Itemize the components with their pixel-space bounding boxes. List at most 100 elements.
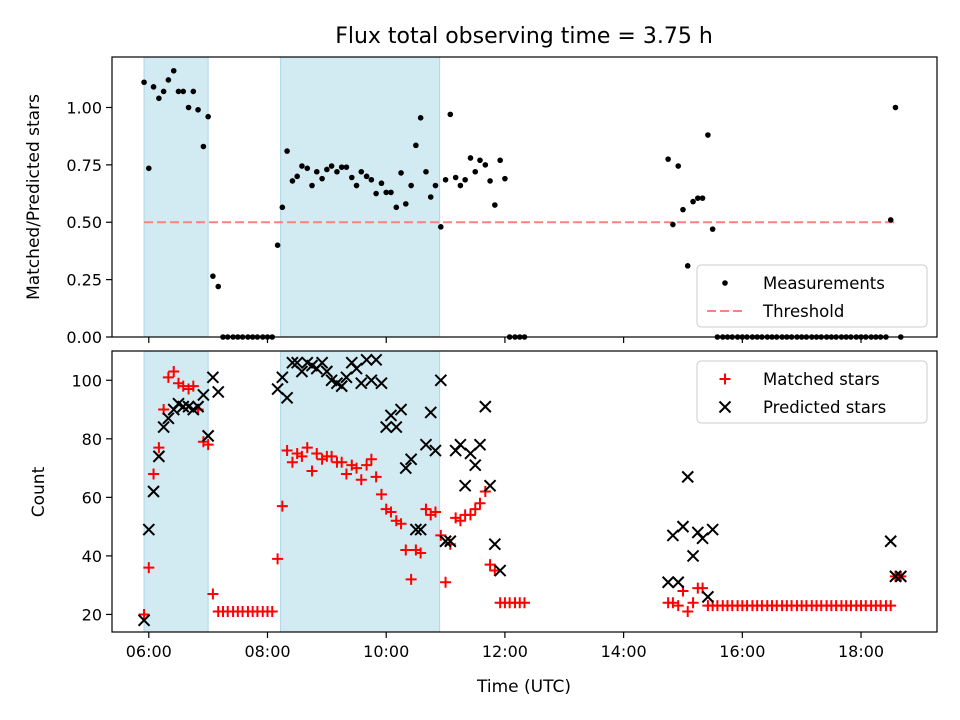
- measurement-point: [417, 115, 424, 121]
- measurement-point: [141, 79, 147, 86]
- measurement-point: [185, 104, 192, 111]
- measurement-point: [279, 204, 286, 211]
- predicted-point: [458, 479, 472, 492]
- bottom-y-tick-label: 100: [71, 371, 102, 390]
- measurement-point: [699, 195, 706, 201]
- measurement-point: [438, 224, 444, 230]
- matched-point: [296, 450, 308, 462]
- measurement-point: [892, 104, 899, 111]
- matched-point: [429, 506, 441, 518]
- predicted-point: [152, 450, 166, 463]
- matched-point: [484, 559, 496, 571]
- predicted-point: [212, 385, 225, 399]
- measurement-point: [368, 176, 375, 183]
- measurement-point: [442, 176, 449, 183]
- predicted-point: [414, 523, 427, 536]
- matched-point: [395, 518, 407, 530]
- predicted-point: [409, 523, 423, 536]
- matched-point: [306, 465, 318, 477]
- measurement-point: [156, 95, 162, 102]
- matched-point: [682, 606, 694, 618]
- measurement-point: [373, 190, 379, 197]
- measurement-point: [343, 164, 350, 170]
- bottom-x-tick-label: 14:00: [601, 642, 647, 661]
- matched-point: [405, 573, 417, 585]
- bottom-axes-frame: [111, 350, 938, 633]
- matched-point: [207, 588, 219, 600]
- predicted-point: [429, 444, 442, 457]
- measurement-point: [427, 194, 434, 200]
- predicted-point: [666, 529, 680, 542]
- measurement-point: [447, 111, 454, 118]
- matched-point: [672, 600, 684, 612]
- matched-point: [385, 506, 397, 518]
- measurement-point: [413, 142, 419, 149]
- measurement-point: [180, 88, 187, 95]
- predicted-point: [661, 576, 675, 589]
- predicted-point: [469, 458, 482, 472]
- matched-point: [415, 547, 427, 559]
- predicted-point: [419, 438, 433, 451]
- measurement-point: [467, 155, 474, 161]
- predicted-point: [483, 479, 497, 492]
- predicted-point: [380, 420, 393, 434]
- predicted-point: [320, 365, 334, 378]
- predicted-point: [672, 576, 685, 589]
- measurement-point: [358, 168, 365, 175]
- matched-point: [340, 468, 352, 480]
- matched-point: [138, 608, 150, 620]
- matched-point: [469, 503, 481, 515]
- legend-label: Matched stars: [763, 370, 880, 389]
- top-y-tick-label: 0.75: [66, 156, 102, 175]
- measurement-point: [338, 164, 345, 170]
- predicted-point: [394, 403, 408, 416]
- predicted-point: [889, 570, 902, 583]
- matched-point: [187, 380, 199, 392]
- top-axes-frame: [111, 56, 938, 338]
- predicted-point: [280, 391, 294, 405]
- predicted-point: [340, 371, 353, 384]
- bottom-panel: 20 40 60 80 100 06:00 08:00 10:00 12:00 14:00 16:0…: [71, 350, 938, 661]
- predicted-point: [399, 461, 413, 475]
- measurement-point: [284, 148, 290, 154]
- measurement-point: [328, 163, 335, 169]
- legend-label: Threshold: [762, 302, 844, 321]
- matched-point: [474, 497, 486, 509]
- chart-title: Flux total observing time = 3.75 h: [335, 24, 713, 49]
- predicted-point: [369, 353, 383, 366]
- predicted-point: [206, 371, 220, 384]
- measurement-point: [423, 168, 429, 175]
- bottom-x-tick-label: 10:00: [363, 642, 409, 661]
- predicted-point: [681, 470, 694, 484]
- matched-point: [162, 371, 174, 383]
- measurement-point: [398, 170, 404, 176]
- predicted-point: [434, 374, 448, 387]
- top-y-tick-label: 0.50: [66, 213, 102, 232]
- measurement-point: [502, 175, 508, 182]
- top-y-axis-label: Matched/Predicted stars: [24, 94, 44, 300]
- matched-point: [301, 442, 313, 454]
- predicted-point: [884, 535, 897, 548]
- measurement-point: [378, 180, 385, 187]
- predicted-point: [162, 412, 175, 425]
- measurement-point: [348, 174, 355, 181]
- measurement-point: [690, 198, 696, 205]
- measurement-point: [383, 189, 390, 196]
- predicted-point: [315, 356, 329, 369]
- matched-point: [143, 562, 155, 574]
- measurement-point: [353, 182, 360, 189]
- predicted-point: [201, 429, 215, 443]
- predicted-point: [894, 570, 908, 583]
- matched-point: [361, 459, 373, 471]
- measurement-point: [160, 88, 167, 95]
- matched-point: [326, 450, 338, 462]
- matched-point: [351, 462, 363, 474]
- measurement-point: [452, 174, 459, 181]
- matched-point: [687, 597, 699, 609]
- predicted-point: [701, 590, 715, 604]
- predicted-point: [390, 420, 403, 434]
- predicted-point: [142, 523, 156, 536]
- predicted-point: [365, 374, 378, 387]
- measurement-point: [680, 206, 686, 213]
